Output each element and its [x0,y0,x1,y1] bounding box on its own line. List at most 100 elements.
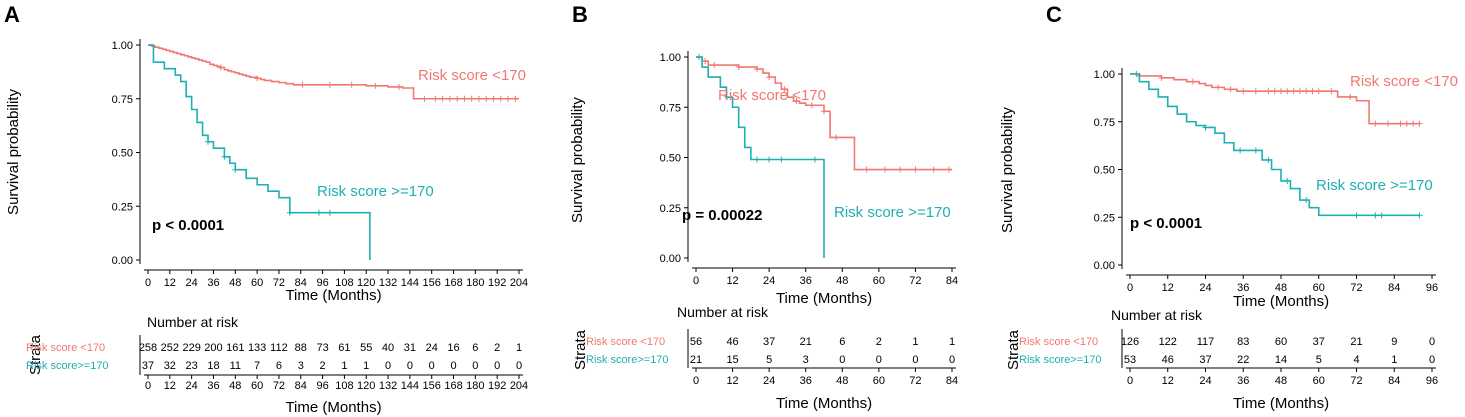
risk-x-tick-label: 0 [145,380,151,392]
x-tick-label: 48 [836,275,848,287]
censor-mark [1284,177,1291,184]
censor-mark [446,95,453,102]
risk-cell: 55 [360,342,372,354]
censor-mark [326,209,333,216]
risk-x-tick-label: 108 [335,380,353,392]
x-tick-label: 0 [693,275,699,287]
series-label-high: Risk score >=170 [834,204,951,221]
x-tick-label: 12 [1162,282,1174,294]
censor-mark [811,156,818,163]
panel-letter: C [1046,2,1062,27]
y-tick-label: 1.00 [112,40,133,52]
censor-mark [1296,88,1303,95]
censor-mark [808,102,815,109]
risk-x-tick-label: 48 [1275,375,1287,387]
risk-cell: 5 [1316,354,1322,366]
p-value: p = 0.00022 [682,207,762,224]
censor-mark [372,82,379,89]
y-tick-label: 0.00 [112,255,133,267]
series-label-low: Risk score <170 [718,87,826,104]
risk-cell: 3 [298,360,304,372]
risk-x-tick-label: 180 [466,380,484,392]
censor-mark [1278,88,1284,95]
risk-cell: 14 [1275,354,1287,366]
y-tick-label: 0.25 [1094,212,1115,224]
risk-x-tick-label: 120 [357,380,375,392]
risk-cell: 0 [912,354,918,366]
censor-mark [254,75,261,82]
risk-cell: 1 [341,360,347,372]
censor-mark [395,83,402,90]
y-tick-label: 1.00 [660,52,681,64]
risk-cell: 88 [295,342,307,354]
x-tick-label: 48 [229,277,241,289]
risk-cell: 258 [139,342,157,354]
risk-cell: 1 [363,360,369,372]
risk-cell: 16 [447,342,459,354]
panel-letter: A [4,2,20,27]
risk-table-title: Number at risk [147,314,239,330]
risk-x-tick-label: 60 [1313,375,1325,387]
censor-mark [1410,120,1417,127]
x-tick-label: 72 [1350,282,1362,294]
censor-mark [1240,88,1247,95]
censor-mark [778,156,785,163]
risk-cell: 2 [320,360,326,372]
series-label-low: Risk score <170 [418,67,526,84]
censor-mark [483,95,490,102]
censor-mark [1416,212,1423,219]
risk-x-tick-label: 192 [488,380,506,392]
risk-x-tick-label: 96 [316,380,328,392]
censor-mark [930,166,937,173]
censor-mark [315,209,322,216]
risk-x-tick-label: 96 [1426,375,1438,387]
y-axis-title: Survival probability [5,89,22,215]
censor-mark [468,95,475,102]
risk-cell: 37 [763,336,775,348]
censor-mark [912,166,919,173]
panel-a: A 0.00 0.25 0.50 0.75 1.00 Survival probabilit… [4,2,528,416]
x-tick-label: 24 [186,277,198,289]
risk-cell: 252 [161,342,179,354]
censor-mark [421,95,428,102]
risk-cell: 6 [472,342,478,354]
risk-x-tick-label: 0 [1127,375,1133,387]
x-tick-label: 168 [444,277,462,289]
risk-x-tick-label: 144 [401,380,419,392]
censor-mark [1133,71,1140,77]
series-label-high: Risk score >=170 [317,183,434,200]
censor-mark [1252,88,1259,95]
censor-mark [766,74,773,81]
x-tick-label: 36 [800,275,812,287]
risk-cell: 0 [407,360,413,372]
risk-x-tick-label: 84 [295,380,307,392]
x-axis-title: Time (Months) [776,290,872,307]
censor-mark [833,134,840,141]
censor-mark [702,58,709,65]
x-tick-label: 156 [423,277,441,289]
censor-mark [432,95,439,102]
risk-cell: 1 [1391,354,1397,366]
censor-mark [1265,88,1272,95]
risk-x-tick-label: 48 [229,380,241,392]
risk-cell: 2 [494,342,500,354]
risk-row-label: Risk score <170 [1019,336,1098,348]
risk-x-tick-label: 60 [251,380,263,392]
risk-cell: 18 [207,360,219,372]
risk-x-tick-label: 72 [273,380,285,392]
risk-cell: 32 [164,360,176,372]
risk-cell: 0 [876,354,882,366]
censor-mark [1158,74,1165,81]
censor-mark [1378,212,1385,219]
series-label-high: Risk score >=170 [1316,177,1433,194]
risk-cell: 7 [254,360,260,372]
risk-cell: 46 [726,336,738,348]
risk-cell: 21 [800,336,812,348]
x-tick-label: 12 [164,277,176,289]
x-tick-label: 144 [401,277,419,289]
censor-mark [735,64,742,71]
risk-x-tick-label: 132 [379,380,397,392]
risk-x-tick-label: 0 [693,375,699,387]
risk-cell: 24 [426,342,438,354]
